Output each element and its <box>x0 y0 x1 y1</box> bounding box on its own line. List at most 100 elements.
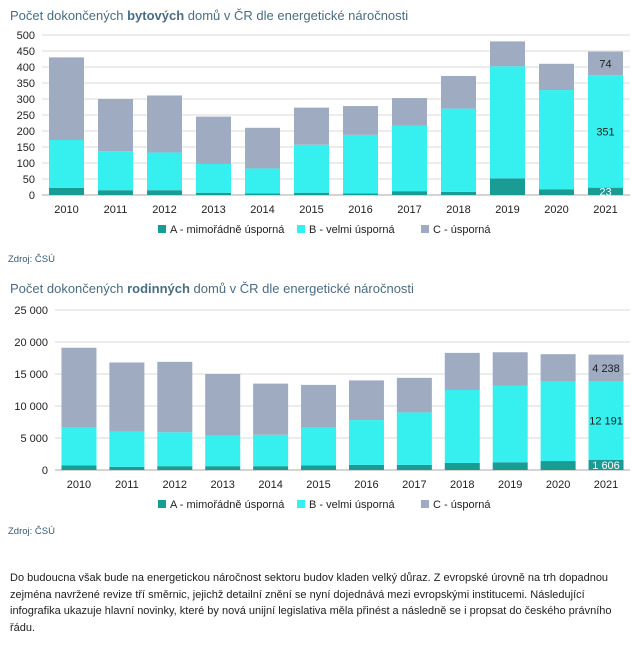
chart1-legend-swatch-A <box>158 225 166 233</box>
chart2-bar-C-2016 <box>348 380 384 421</box>
chart1-ytick-label: 500 <box>17 30 35 42</box>
chart2-bar-B-2012 <box>157 432 193 467</box>
chart2-legend-label-A: A - mimořádně úsporná <box>170 499 285 511</box>
chart2-bar-B-2015 <box>301 427 337 466</box>
chart2-xtick-label: 2011 <box>115 479 139 491</box>
chart1-legend-label-C: C - úsporná <box>433 224 491 236</box>
chart2-xtick-label: 2016 <box>354 479 378 491</box>
chart2-bar-A-2016 <box>348 464 384 470</box>
chart1-ytick-label: 100 <box>17 158 35 170</box>
chart2-title-post: domů v ČR dle energetické náročnosti <box>189 281 414 296</box>
chart1-bar-A-2017 <box>392 191 427 195</box>
chart2-ytick-label: 15 000 <box>14 369 48 381</box>
chart2-legend-label-B: B - velmi úsporná <box>309 499 395 511</box>
chart1-ytick-label: 450 <box>17 46 35 58</box>
chart2-bar-C-2014 <box>253 383 289 435</box>
chart2-bar-B-2016 <box>348 420 384 465</box>
chart2-bar-A-2010 <box>61 465 97 470</box>
chart1-bar-C-2010 <box>49 57 84 140</box>
chart1-bar-C-2018 <box>441 75 476 109</box>
chart2-bar-C-2019 <box>492 352 528 386</box>
chart1-bar-C-2014 <box>245 127 280 169</box>
chart1-title-bold: bytových <box>127 8 185 23</box>
chart2-xtick-label: 2012 <box>163 479 187 491</box>
chart2-data-label-C: 4 238 <box>592 363 620 375</box>
chart1-ytick-label: 300 <box>17 94 35 106</box>
chart1-bar-A-2014 <box>245 193 280 195</box>
chart2-bar-A-2012 <box>157 466 193 470</box>
chart1-xtick-label: 2021 <box>593 204 617 216</box>
chart2-bar-B-2014 <box>253 434 289 467</box>
chart2-bar-A-2013 <box>205 466 241 470</box>
chart2-xtick-label: 2021 <box>594 479 618 491</box>
chart2-ytick-label: 20 000 <box>14 337 48 349</box>
chart2-title: Počet dokončených rodinných domů v ČR dl… <box>10 281 414 296</box>
chart2-xtick-label: 2015 <box>306 479 330 491</box>
chart1-bar-A-2010 <box>49 187 84 195</box>
chart1-xtick-label: 2017 <box>397 204 421 216</box>
article-paragraph: Do budoucna však bude na energetickou ná… <box>10 572 612 634</box>
chart1-source: Zdroj: ČSÚ <box>8 254 55 265</box>
chart2-legend-swatch-B <box>297 500 305 508</box>
chart1-bar-A-2011 <box>98 190 133 195</box>
chart2-xtick-label: 2019 <box>498 479 522 491</box>
chart1-bar-A-2021 <box>588 187 623 195</box>
chart2-bar-C-2020 <box>540 354 576 382</box>
chart2-xtick-label: 2017 <box>402 479 426 491</box>
chart1-title-pre: Počet dokončených <box>10 8 128 23</box>
chart1-xtick-label: 2013 <box>201 204 225 216</box>
chart2-bar-B-2020 <box>540 381 576 462</box>
chart1-bar-B-2019 <box>490 66 525 179</box>
chart2-bar-B-2011 <box>109 431 145 467</box>
chart1-bar-A-2019 <box>490 178 525 195</box>
chart2-bar-A-2017 <box>396 464 432 470</box>
chart1-bar-C-2016 <box>343 106 378 135</box>
chart2-ytick-label: 5 000 <box>20 433 48 445</box>
chart1-xtick-label: 2010 <box>54 204 78 216</box>
chart1-bar-B-2016 <box>343 134 378 194</box>
chart1-bar-C-2015 <box>294 107 329 145</box>
chart1-xtick-label: 2014 <box>250 204 274 216</box>
chart2-xtick-label: 2020 <box>546 479 570 491</box>
chart1-bar-B-2015 <box>294 144 329 193</box>
chart2-bar-C-2021 <box>588 354 624 382</box>
chart1-data-label-A: 23 <box>599 186 611 198</box>
chart1-bar-B-2013 <box>196 163 231 193</box>
chart2-legend-swatch-A <box>158 500 166 508</box>
chart1-bar-A-2012 <box>147 190 182 195</box>
chart1-bar-A-2018 <box>441 191 476 195</box>
chart2-rodinne-domy: 0 5 000 10 000 15 000 20 000 25 000 2010 2011 20… <box>14 305 630 511</box>
chart2-bar-C-2011 <box>109 362 145 432</box>
chart1-bar-B-2014 <box>245 168 280 194</box>
chart1-bar-C-2013 <box>196 116 231 164</box>
chart1-xtick-label: 2020 <box>544 204 568 216</box>
chart1-bar-B-2018 <box>441 108 476 192</box>
chart2-data-label-B: 12 191 <box>589 416 623 428</box>
chart1-bar-C-2017 <box>392 98 427 126</box>
chart2-bar-A-2020 <box>540 461 576 470</box>
chart2-bar-A-2021 <box>588 459 624 470</box>
chart1-ytick-label: 200 <box>17 126 35 138</box>
chart2-bar-A-2015 <box>301 465 337 470</box>
chart1-bar-B-2012 <box>147 152 182 191</box>
chart1-bar-B-2020 <box>539 90 574 190</box>
chart1-title-post: domů v ČR dle energetické náročnosti <box>184 8 409 23</box>
chart1-bar-A-2016 <box>343 193 378 195</box>
chart2-xtick-label: 2018 <box>450 479 474 491</box>
chart1-bar-A-2020 <box>539 189 574 195</box>
chart2-bar-C-2013 <box>205 374 241 436</box>
chart1-ytick-label: 50 <box>23 174 35 186</box>
chart2-legend-swatch-C <box>421 500 429 508</box>
chart2-ytick-label: 10 000 <box>14 401 48 413</box>
chart2-bar-A-2019 <box>492 462 528 470</box>
chart2-bar-B-2019 <box>492 385 528 463</box>
chart1-legend-label-A: A - mimořádně úsporná <box>170 224 285 236</box>
chart1-legend-swatch-C <box>421 225 429 233</box>
chart2-legend-label-C: C - úsporná <box>433 499 491 511</box>
chart1-xtick-label: 2016 <box>348 204 372 216</box>
chart1-bar-C-2012 <box>147 95 182 153</box>
chart1-data-label-C: 74 <box>599 58 611 70</box>
chart2-xtick-label: 2014 <box>258 479 282 491</box>
chart1-bar-C-2019 <box>490 41 525 67</box>
chart2-bar-B-2017 <box>396 412 432 465</box>
